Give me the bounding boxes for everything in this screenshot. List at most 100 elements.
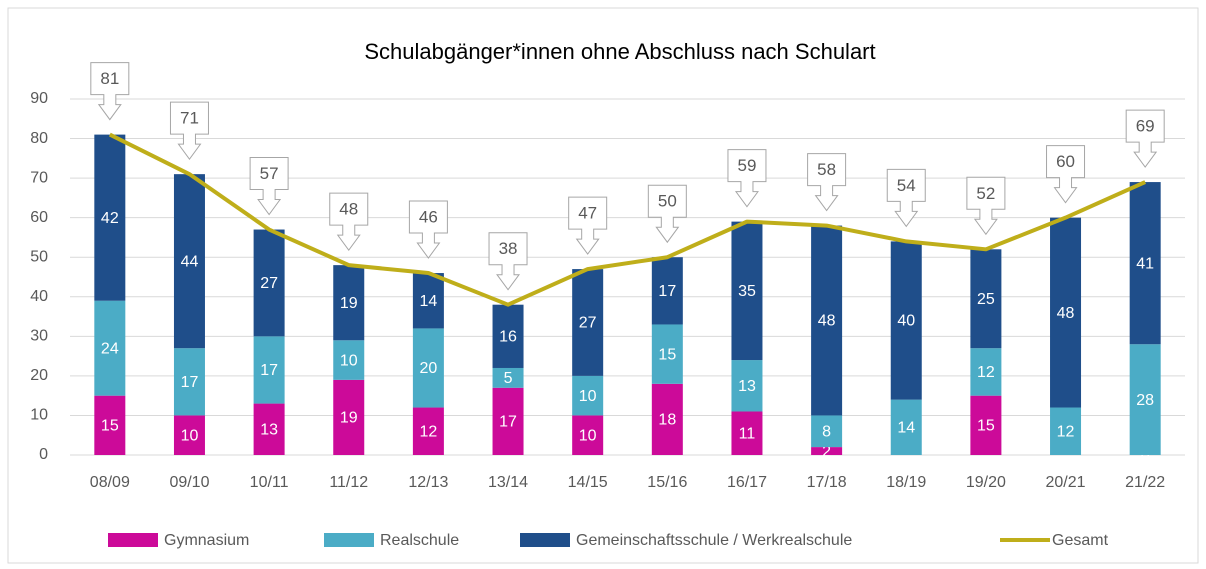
data-label: 44 bbox=[181, 253, 199, 270]
bar-segment bbox=[253, 403, 285, 455]
bar-segment bbox=[173, 415, 205, 455]
bar-segment bbox=[811, 225, 843, 416]
data-label: 19 bbox=[340, 410, 358, 427]
bar-segment bbox=[970, 395, 1002, 455]
data-label: 71 bbox=[180, 109, 199, 128]
x-tick-label: 12/13 bbox=[408, 474, 448, 491]
x-tick-label: 09/10 bbox=[169, 474, 209, 491]
data-label: 50 bbox=[658, 192, 677, 211]
data-label: 10 bbox=[181, 427, 199, 444]
bar-segment bbox=[731, 411, 763, 455]
x-tick-label: 14/15 bbox=[568, 474, 608, 491]
data-label: 12 bbox=[419, 423, 437, 440]
data-label: 48 bbox=[339, 200, 358, 219]
data-label: 12 bbox=[977, 364, 995, 381]
bar-segment bbox=[94, 134, 126, 301]
data-label: 17 bbox=[260, 362, 278, 379]
data-label: 10 bbox=[340, 352, 358, 369]
y-tick-label: 0 bbox=[39, 446, 48, 463]
bar-segment bbox=[94, 395, 126, 455]
bar-segment bbox=[572, 415, 604, 455]
data-label: 17 bbox=[658, 283, 676, 300]
x-tick-label: 10/11 bbox=[250, 474, 289, 491]
bar-segment bbox=[333, 340, 365, 380]
data-label: 52 bbox=[976, 184, 995, 203]
data-label: 14 bbox=[897, 420, 915, 437]
bar-segment bbox=[412, 407, 444, 455]
data-label: 0 bbox=[1141, 447, 1150, 464]
data-label: 11 bbox=[739, 425, 756, 442]
x-tick-label: 19/20 bbox=[966, 474, 1006, 491]
y-tick-label: 20 bbox=[30, 367, 48, 384]
y-tick-label: 40 bbox=[30, 288, 48, 305]
data-label: 14 bbox=[419, 293, 437, 310]
data-label: 27 bbox=[579, 315, 597, 332]
data-label: 35 bbox=[738, 283, 756, 300]
data-label: 15 bbox=[658, 346, 676, 363]
data-label: 25 bbox=[977, 291, 995, 308]
data-label: 5 bbox=[504, 370, 513, 387]
bar-segment bbox=[1129, 182, 1161, 345]
data-label: 42 bbox=[101, 210, 119, 227]
line bbox=[108, 132, 1146, 307]
x-tick-label: 21/22 bbox=[1125, 474, 1165, 491]
bar-segment bbox=[651, 383, 683, 455]
bar-segment bbox=[970, 249, 1002, 349]
bar-segment bbox=[572, 375, 604, 416]
y-tick-label: 30 bbox=[30, 328, 48, 345]
legend-swatch bbox=[520, 533, 570, 547]
bar-segment bbox=[890, 399, 922, 455]
data-label: 54 bbox=[897, 176, 916, 195]
bar-segment bbox=[572, 269, 604, 376]
data-label: 24 bbox=[101, 340, 119, 357]
x-tick-label: 18/19 bbox=[886, 474, 926, 491]
data-label: 17 bbox=[499, 414, 517, 431]
bar-segment bbox=[253, 336, 285, 404]
data-label: 15 bbox=[977, 418, 995, 435]
bar-segment bbox=[333, 379, 365, 455]
bar-segment bbox=[651, 257, 683, 325]
data-label: 48 bbox=[818, 313, 836, 330]
data-label: 10 bbox=[579, 427, 597, 444]
bar-segment bbox=[1050, 407, 1082, 455]
data-label: 48 bbox=[1057, 305, 1075, 322]
x-tick-label: 17/18 bbox=[807, 474, 847, 491]
chart-title: Schulabgänger*innen ohne Abschluss nach … bbox=[364, 39, 875, 64]
data-label: 10 bbox=[579, 388, 597, 405]
callout bbox=[568, 196, 608, 255]
data-label: 69 bbox=[1136, 117, 1155, 136]
y-tick-label: 70 bbox=[30, 169, 48, 186]
data-label: 18 bbox=[658, 412, 676, 429]
bar-segment bbox=[492, 304, 524, 368]
data-label: 17 bbox=[181, 374, 199, 391]
bar-segment bbox=[1129, 344, 1161, 455]
callout bbox=[90, 62, 130, 121]
bar-segment bbox=[333, 265, 365, 341]
x-tick-label: 13/14 bbox=[488, 474, 528, 491]
callout bbox=[807, 153, 847, 212]
y-tick-label: 80 bbox=[30, 130, 48, 147]
bar-segment bbox=[811, 447, 843, 455]
bar-segment bbox=[173, 174, 205, 349]
x-tick-label: 15/16 bbox=[647, 474, 687, 491]
bar-segment bbox=[94, 300, 126, 396]
legend-label: Gemeinschaftsschule / Werkrealschule bbox=[576, 532, 852, 549]
x-tick-label: 16/17 bbox=[727, 474, 767, 491]
bar-segment bbox=[412, 273, 444, 329]
data-label: 16 bbox=[499, 329, 517, 346]
data-label: 27 bbox=[260, 275, 278, 292]
x-tick-label: 08/09 bbox=[90, 474, 130, 491]
x-tick-label: 11/12 bbox=[329, 474, 368, 491]
legend-swatch bbox=[108, 533, 158, 547]
legend-label: Gesamt bbox=[1052, 532, 1109, 549]
data-label: 2 bbox=[822, 443, 831, 460]
bar-segment bbox=[731, 360, 763, 412]
data-label: 20 bbox=[419, 360, 437, 377]
data-label: 13 bbox=[260, 422, 278, 439]
bar-segment bbox=[731, 221, 763, 361]
data-label: 13 bbox=[738, 378, 756, 395]
bar-segment bbox=[890, 241, 922, 400]
data-label: 8 bbox=[822, 423, 831, 440]
